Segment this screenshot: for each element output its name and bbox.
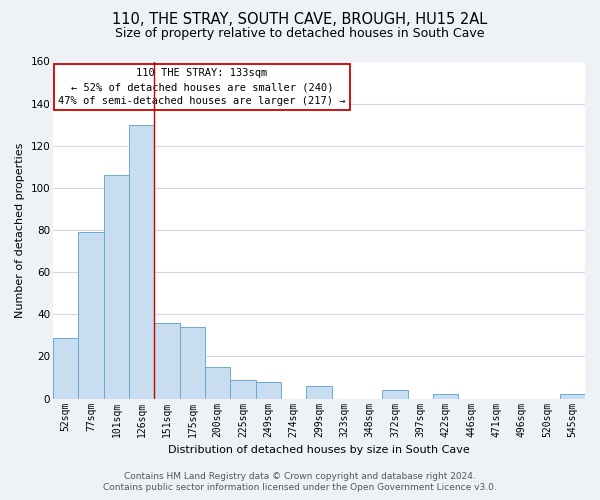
Bar — [382, 390, 407, 398]
Bar — [104, 176, 129, 398]
Text: Size of property relative to detached houses in South Cave: Size of property relative to detached ho… — [115, 28, 485, 40]
Bar — [53, 338, 79, 398]
Bar — [205, 367, 230, 398]
Text: Contains HM Land Registry data © Crown copyright and database right 2024.
Contai: Contains HM Land Registry data © Crown c… — [103, 472, 497, 492]
Bar — [433, 394, 458, 398]
X-axis label: Distribution of detached houses by size in South Cave: Distribution of detached houses by size … — [168, 445, 470, 455]
Bar — [560, 394, 585, 398]
Bar — [79, 232, 104, 398]
Text: 110, THE STRAY, SOUTH CAVE, BROUGH, HU15 2AL: 110, THE STRAY, SOUTH CAVE, BROUGH, HU15… — [112, 12, 488, 28]
Text: 110 THE STRAY: 133sqm
← 52% of detached houses are smaller (240)
47% of semi-det: 110 THE STRAY: 133sqm ← 52% of detached … — [58, 68, 346, 106]
Bar — [307, 386, 332, 398]
Bar — [129, 124, 154, 398]
Y-axis label: Number of detached properties: Number of detached properties — [15, 142, 25, 318]
Bar — [154, 323, 180, 398]
Bar — [230, 380, 256, 398]
Bar — [180, 327, 205, 398]
Bar — [256, 382, 281, 398]
